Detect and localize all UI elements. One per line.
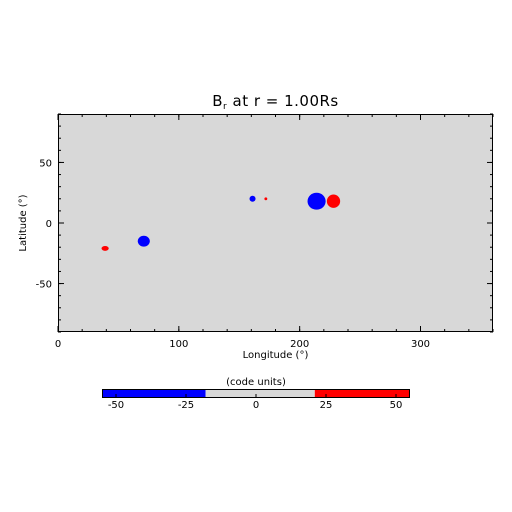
colorbar-tick-label: 0 [253,400,259,411]
x-tick-label: 0 [55,339,61,350]
colorbar-label: (code units) [226,377,286,388]
colorbar-tick-label: -50 [108,400,124,411]
spot-negative [137,235,150,247]
colorbar-frame [102,389,410,398]
spot-negative [249,195,256,202]
axis-ticks: 0 100 200 300 -50 0 50 [36,113,494,350]
colorbar-tick-label: -25 [178,400,194,411]
spot-positive [101,246,109,251]
spot-negative [307,192,326,210]
spot-positive [326,194,341,208]
title-suffix: at r = 1.00Rs [227,92,339,110]
colorbar-tick-label: 50 [390,400,403,411]
y-axis-label: Latitude (°) [18,194,29,251]
colorbar-segment [205,389,315,397]
colorbar-segment [102,389,206,397]
colorbar-segment [314,389,410,397]
y-tick-label: 50 [39,158,52,169]
x-tick-label: 300 [411,339,430,350]
title-subscript: r [223,102,228,112]
x-tick-label: 200 [290,339,309,350]
colorbar: -50 -25 0 25 50 [102,389,410,411]
title-prefix: B [212,92,224,110]
spot-positive [264,197,268,201]
x-tick-label: 100 [169,339,188,350]
colorbar-tick-label: 25 [320,400,333,411]
y-tick-label: -50 [36,280,52,291]
y-tick-label: 0 [46,219,52,230]
spots-layer [101,192,341,251]
plot-area [58,114,493,332]
chart-title: Br at r = 1.00Rs [58,92,493,112]
x-axis-label: Longitude (°) [243,350,309,361]
